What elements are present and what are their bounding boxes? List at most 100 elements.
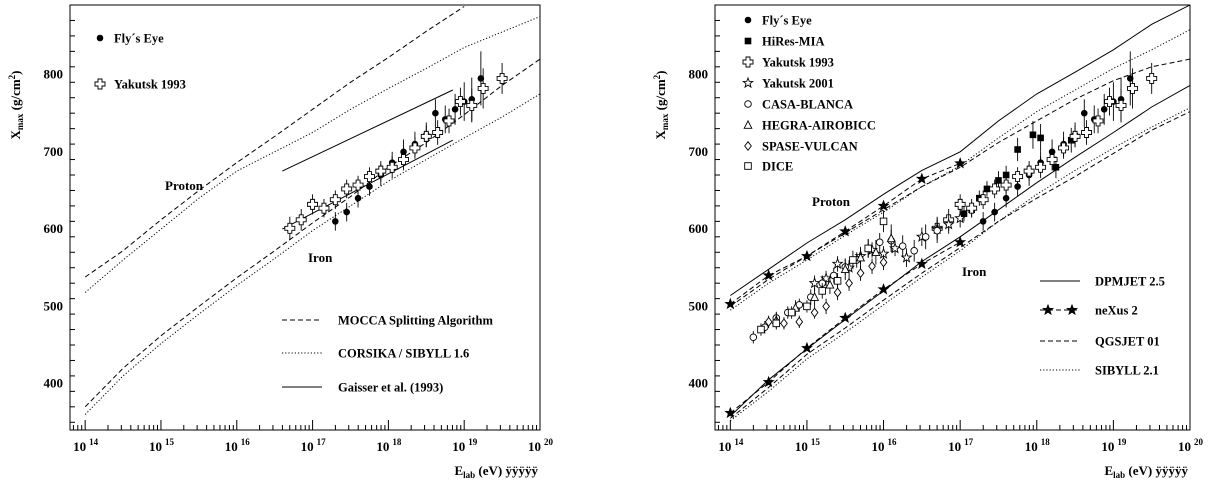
data-point-yakutsk-1993 xyxy=(1115,100,1127,111)
data-point-hires-mia xyxy=(1037,134,1044,142)
data-point-hires-mia xyxy=(1014,146,1021,153)
legend-entry-label: CORSIKA / SIBYLL 1.6 xyxy=(338,347,469,361)
data-point-yakutsk-1993 xyxy=(409,142,421,154)
data-point-hegra-airobicc xyxy=(856,252,866,262)
data-point-spase-vulcan xyxy=(868,261,876,272)
data-point-fly-s-eye xyxy=(1126,75,1134,82)
data-point-dice xyxy=(803,302,811,311)
legend-entry-label: SPASE-VULCAN xyxy=(762,140,858,154)
data-point-dice xyxy=(849,256,857,264)
data-point-spase-vulcan xyxy=(856,268,865,279)
data-point-fly-s-eye xyxy=(343,208,350,216)
data-point-yakutsk-1993 xyxy=(1146,72,1158,84)
data-point-spase-vulcan xyxy=(879,257,888,268)
data-point-hires-mia xyxy=(983,185,991,193)
data-point-yakutsk-1993 xyxy=(398,154,409,165)
data-point-spase-vulcan xyxy=(780,318,788,329)
data-point-fly-s-eye xyxy=(1014,183,1021,190)
x-tick-label: 10 14 xyxy=(718,437,744,454)
data-point-spase-vulcan xyxy=(833,287,842,298)
x-tick-label: 10 19 xyxy=(452,437,478,454)
y-tick-label: 800 xyxy=(689,67,709,82)
data-point-spase-vulcan xyxy=(822,301,830,312)
y-tick-label: 700 xyxy=(44,144,64,159)
legend-entry-label: Yakutsk 2001 xyxy=(762,77,834,91)
legend-entry-label: Gaisser et al. (1993) xyxy=(338,381,443,395)
data-point-hegra-airobicc xyxy=(871,247,881,257)
data-point-yakutsk-1993 xyxy=(318,202,330,214)
data-point-hires-mia xyxy=(1029,131,1037,139)
nexus-star-point xyxy=(954,157,967,169)
nexus-star-point xyxy=(877,283,890,295)
data-point-yakutsk-1993 xyxy=(954,198,966,210)
label-iron: Iron xyxy=(308,250,333,265)
x-tick-label: 10 15 xyxy=(149,437,175,454)
data-point-spase-vulcan xyxy=(845,278,853,289)
data-point-yakutsk-1993 xyxy=(454,96,466,108)
label-proton: Proton xyxy=(812,194,851,209)
data-point-dice xyxy=(787,308,796,317)
data-point-yakutsk-1993 xyxy=(966,202,978,214)
legend-entry-label: Yakutsk 1993 xyxy=(114,78,186,92)
legend-marker-fly-s-eye xyxy=(96,34,104,42)
data-point-casa-blanca xyxy=(921,233,930,241)
nexus-star-point xyxy=(915,172,928,184)
series-line-gaisser-et-al-1993- xyxy=(282,89,454,172)
data-point-yakutsk-1993 xyxy=(420,130,432,142)
data-point-yakutsk-1993 xyxy=(295,214,307,226)
series-line-dpmjet-2-5 xyxy=(730,5,1190,296)
series-line-corsika-sibyll-1-6 xyxy=(84,93,540,415)
data-point-hegra-airobicc xyxy=(810,292,820,301)
data-point-yakutsk-1993 xyxy=(1104,96,1116,108)
y-tick-label: 600 xyxy=(44,221,64,236)
data-point-yakutsk-1993 xyxy=(329,194,341,206)
y-tick-label: 400 xyxy=(689,376,709,391)
legend-marker-spase-vulcan xyxy=(744,140,752,152)
legend-marker-yakutsk-2001 xyxy=(742,76,754,89)
nexus-star-point xyxy=(800,341,813,354)
legend-marker-hegra-airobicc xyxy=(743,119,753,129)
x-tick-label: 10 16 xyxy=(872,437,898,454)
y-tick-label: 800 xyxy=(44,67,64,82)
legend-marker-yakutsk-1993 xyxy=(94,78,106,90)
data-point-fly-s-eye xyxy=(451,106,459,113)
x-tick-label: 10 16 xyxy=(225,437,251,454)
x-axis-title: Elab (eV) ÿÿÿÿÿ xyxy=(1104,463,1188,480)
legend-entry-label: QGSJET 01 xyxy=(1095,335,1160,349)
y-tick-label: 500 xyxy=(44,298,64,313)
data-point-yakutsk-1993 xyxy=(977,194,989,206)
data-point-yakutsk-1993 xyxy=(477,83,489,94)
x-tick-label: 10 14 xyxy=(73,437,99,454)
data-point-hires-mia xyxy=(1002,171,1010,179)
data-point-casa-blanca xyxy=(910,246,918,255)
series-line-mocca-splitting-algorithm xyxy=(84,6,465,278)
legend-entry-label: MOCCA Splitting Algorithm xyxy=(338,314,493,328)
data-point-yakutsk-1993 xyxy=(1035,161,1047,173)
y-tick-label: 400 xyxy=(44,376,64,391)
data-point-yakutsk-1993 xyxy=(496,72,508,84)
data-point-yakutsk-1993 xyxy=(1023,165,1035,177)
data-point-yakutsk-1993 xyxy=(1092,115,1104,127)
nexus-star-point xyxy=(839,311,852,324)
data-point-yakutsk-1993 xyxy=(432,127,444,138)
data-point-yakutsk-1993 xyxy=(466,100,478,111)
data-layer xyxy=(724,5,1190,422)
data-point-yakutsk-1993 xyxy=(1058,142,1070,154)
x-tick-label: 10 15 xyxy=(795,437,821,454)
legend-entry-label: DPMJET 2.5 xyxy=(1095,275,1165,289)
data-point-fly-s-eye xyxy=(1100,106,1108,113)
data-layer xyxy=(84,6,540,415)
data-point-dice xyxy=(757,325,765,334)
nexus-star-point xyxy=(762,269,775,281)
label-iron: Iron xyxy=(962,264,987,279)
y-tick-label: 600 xyxy=(689,221,709,236)
legend-marker-dice xyxy=(744,162,752,170)
data-point-yakutsk-1993 xyxy=(284,222,296,234)
data-point-fly-s-eye xyxy=(332,218,339,225)
y-axis-title: Xmax (g/cm2) xyxy=(7,70,25,139)
data-point-fly-s-eye xyxy=(432,109,439,117)
data-point-yakutsk-2001 xyxy=(831,257,844,269)
x-tick-label: 10 20 xyxy=(528,437,554,454)
data-point-fly-s-eye xyxy=(1080,109,1088,117)
